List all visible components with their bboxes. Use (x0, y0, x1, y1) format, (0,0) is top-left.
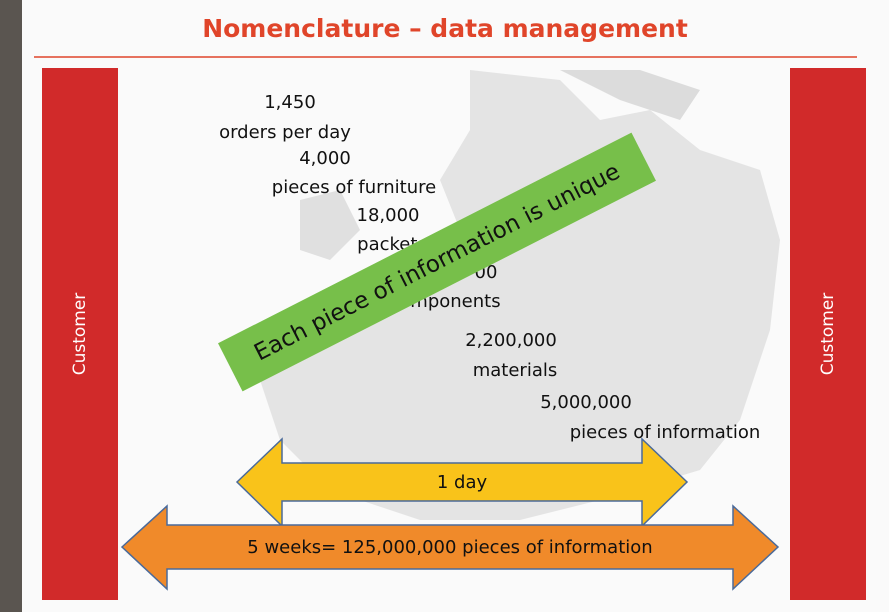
stat-text: 1,450 (264, 92, 316, 113)
arrow-label: 1 day (437, 472, 488, 493)
stat-text: orders per day (219, 122, 351, 143)
slide: Nomenclature – data management Customer … (0, 0, 889, 612)
title: Nomenclature – data management (202, 14, 688, 43)
stat-text: materials (473, 360, 558, 381)
stat-text: 18,000 (357, 205, 420, 226)
stat-text: 2,200,000 (465, 330, 557, 351)
stat-text: pieces of furniture (272, 177, 436, 198)
customer-label: Customer (70, 293, 90, 376)
arrow-label: 5 weeks= 125,000,000 pieces of informati… (247, 537, 652, 558)
stat-text: 5,000,000 (540, 392, 632, 413)
page: Nomenclature – data management Customer … (0, 0, 889, 612)
photo-edge (0, 0, 22, 612)
stat-text: pieces of information (570, 422, 761, 443)
stat-text: 4,000 (299, 148, 351, 169)
customer-label: Customer (818, 293, 838, 376)
